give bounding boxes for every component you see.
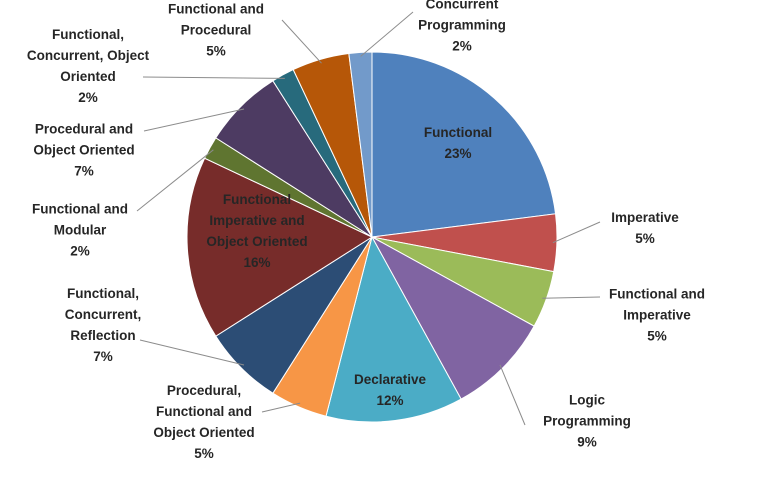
leader-line <box>136 149 214 212</box>
category-name: Functional and Modular <box>32 201 128 238</box>
leader-line <box>360 11 414 57</box>
value-label: 5% <box>635 231 655 246</box>
category-name: Declarative <box>353 372 427 387</box>
leader-line <box>143 108 245 132</box>
category-name: Functional, Concurrent, Reflection <box>64 286 142 343</box>
leader-line <box>281 19 322 64</box>
value-label: 16% <box>243 255 271 270</box>
slice-label: Procedural and Object Oriented 7% <box>19 119 149 182</box>
slice-label: Functional Imperative and Object Oriente… <box>192 189 322 273</box>
leader-line <box>139 339 245 366</box>
slice-label: Functional and Modular 2% <box>20 199 140 262</box>
category-name: Logic Programming <box>543 392 631 429</box>
slice-label: Functional, Concurrent, Reflection 7% <box>48 283 158 367</box>
pie-slice <box>371 51 557 238</box>
value-label: 7% <box>74 163 94 179</box>
leader-line <box>542 296 601 299</box>
value-label: 2% <box>70 243 90 259</box>
pie-slice <box>370 235 535 400</box>
category-name: Functional, Concurrent, Object Oriented <box>26 27 150 84</box>
leader-line <box>261 402 301 413</box>
category-name: Imperative <box>611 210 679 225</box>
pie-slice <box>348 51 373 238</box>
slice-label: Logic Programming 9% <box>532 390 642 453</box>
slice-label: Functional 23% <box>403 122 513 164</box>
leader-line <box>552 221 601 244</box>
slice-label: Functional, Concurrent, Object Oriented 2… <box>23 24 153 108</box>
leader-line <box>142 76 285 79</box>
slice-label: Concurrent Programming 2% <box>402 0 522 57</box>
slice-label: Imperative 5% <box>595 207 695 249</box>
slice-label: Functional and Imperative 5% <box>592 284 722 347</box>
value-label: 5% <box>206 43 226 59</box>
category-name: Procedural, Functional and Object Orient… <box>153 383 255 440</box>
value-label: 2% <box>78 90 98 105</box>
pie-slice <box>186 157 374 337</box>
category-name: Functional Imperative and Object Oriente… <box>206 192 308 249</box>
category-name: Procedural and Object Oriented <box>33 121 135 158</box>
leader-line <box>499 364 526 426</box>
category-name: Functional <box>423 125 493 140</box>
value-label: 7% <box>93 349 113 364</box>
value-label: 2% <box>452 38 472 54</box>
category-name: Functional and Imperative <box>609 286 705 323</box>
value-label: 9% <box>577 434 597 450</box>
slice-label: Functional and Procedural 5% <box>151 0 281 62</box>
category-name: Functional and Procedural <box>168 1 264 38</box>
value-label: 23% <box>444 146 472 161</box>
category-name: Concurrent Programming <box>418 0 506 33</box>
slice-label: Procedural, Functional and Object Orient… <box>139 380 269 464</box>
slice-label: Declarative 12% <box>340 369 440 411</box>
value-label: 5% <box>647 328 667 344</box>
pie-slice <box>325 235 462 423</box>
value-label: 5% <box>194 446 214 461</box>
value-label: 12% <box>376 393 404 408</box>
